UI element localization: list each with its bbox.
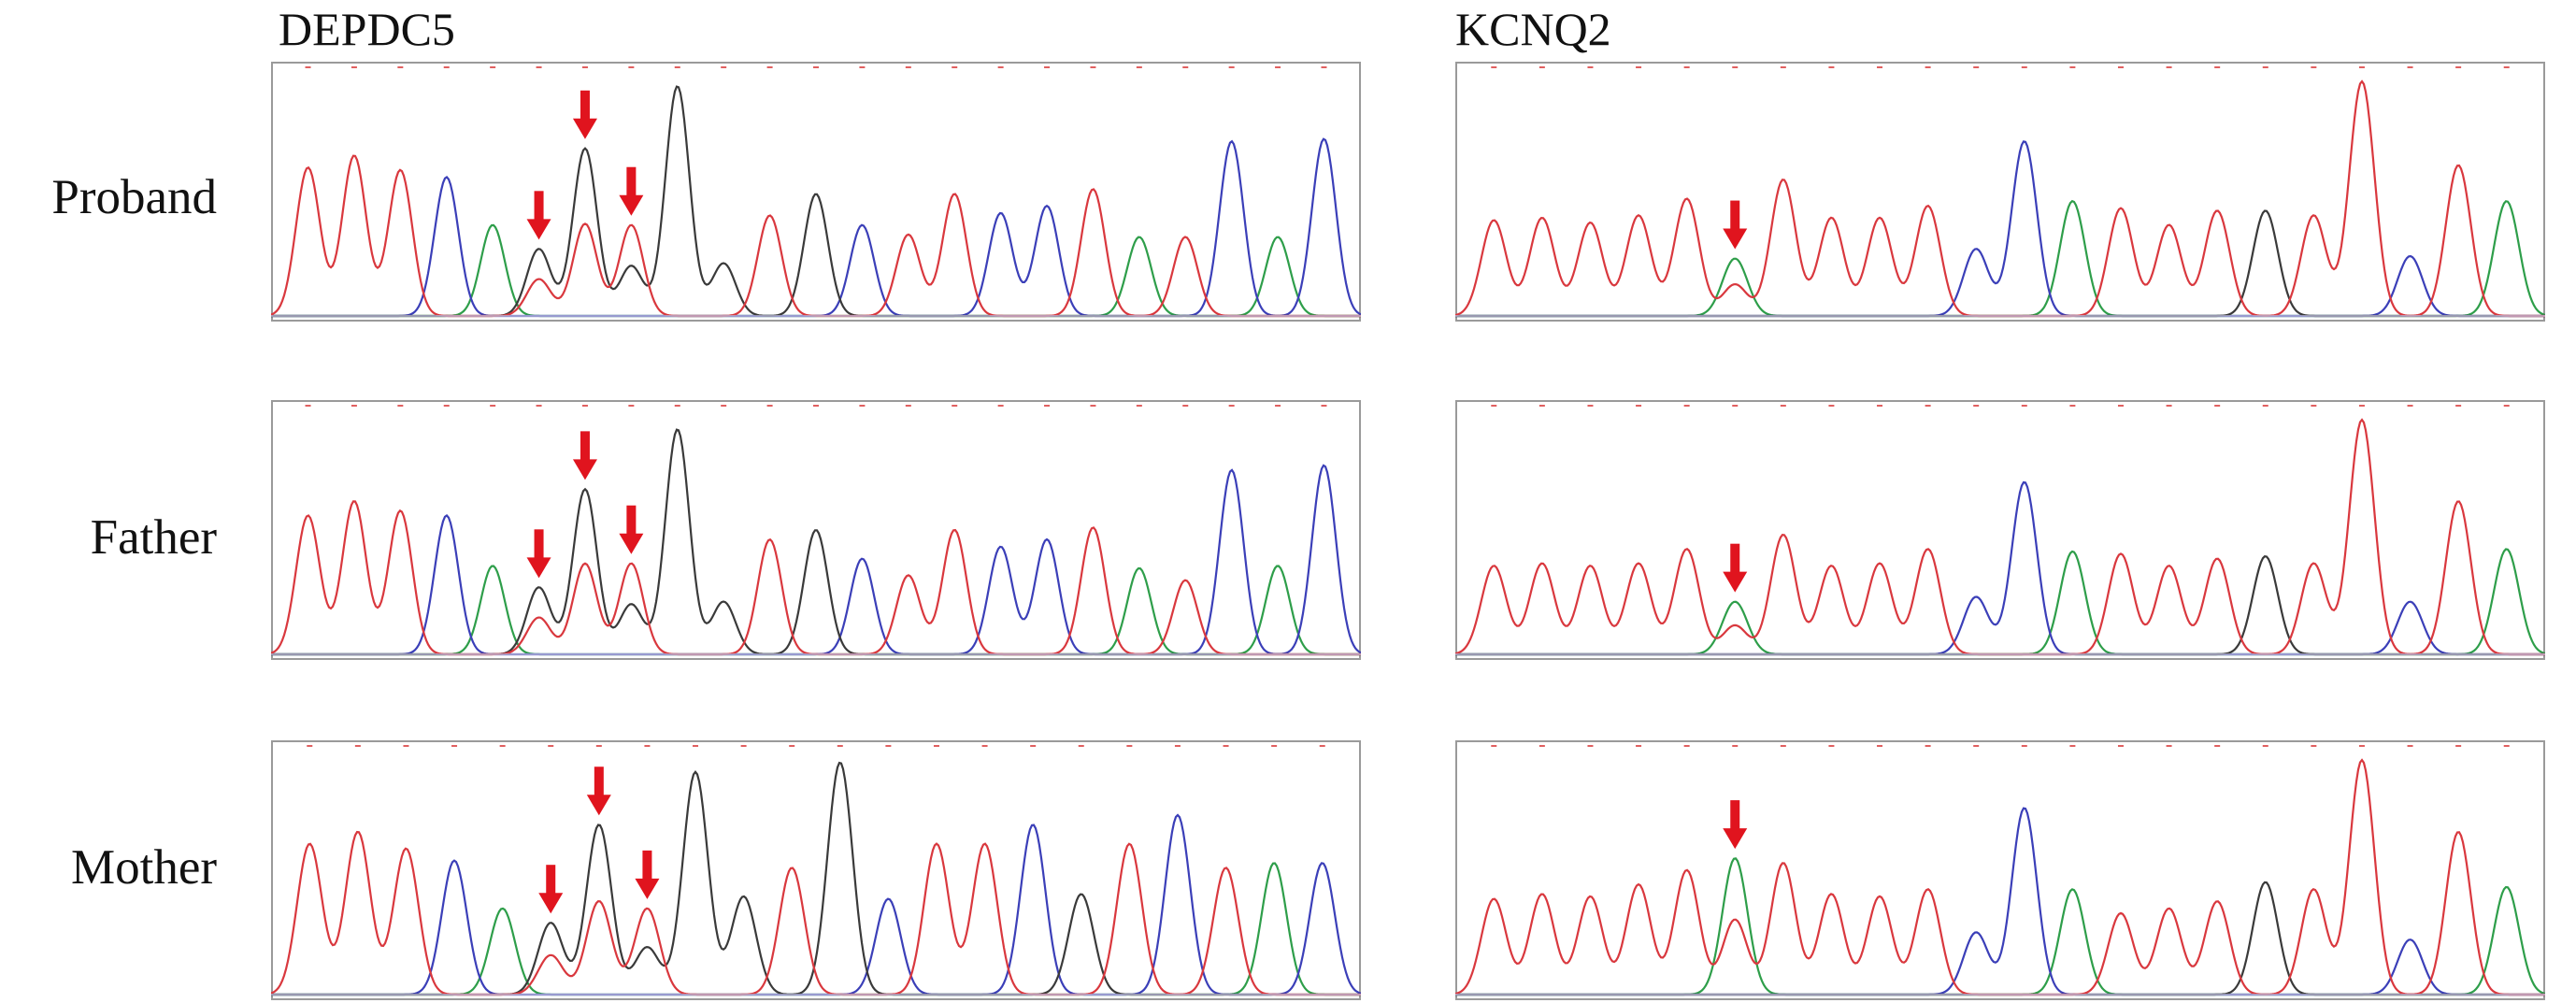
variant-arrow-icon (1723, 200, 1748, 250)
trace-c (271, 137, 1361, 318)
chromatogram-kcnq2-father (1455, 400, 2545, 660)
trace-c (1455, 480, 2545, 656)
variant-arrow-icon (619, 505, 644, 554)
chromatogram-frame (1455, 740, 2545, 1000)
row-label-mother: Mother (70, 840, 217, 895)
row-label-proband: Proband (51, 170, 217, 224)
trace-t (271, 500, 1361, 656)
trace-c (271, 813, 1361, 996)
row-label-father: Father (90, 510, 217, 565)
chromatogram-depdc5-father (271, 400, 1361, 660)
trace-c (1455, 807, 2545, 996)
trace-g (1455, 555, 2545, 656)
trace-g (271, 428, 1361, 656)
variant-arrow-icon (586, 767, 611, 816)
trace-g (1455, 881, 2545, 996)
chromatogram-frame (271, 400, 1361, 660)
chromatogram-frame (1455, 400, 2545, 660)
chromatogram-depdc5-mother (271, 740, 1361, 1000)
chromatogram-kcnq2-proband (1455, 62, 2545, 322)
variant-arrow-icon (1723, 543, 1748, 593)
variant-arrow-icon (526, 191, 551, 240)
chromatogram-frame (271, 740, 1361, 1000)
variant-arrow-icon (526, 529, 551, 579)
col-title-depdc5: DEPDC5 (279, 3, 455, 55)
col-title-kcnq2: KCNQ2 (1455, 3, 1611, 55)
variant-arrow-icon (1723, 800, 1748, 850)
trace-a (1455, 199, 2545, 318)
chromatogram-frame (271, 62, 1361, 322)
trace-g (1455, 209, 2545, 318)
trace-c (271, 464, 1361, 656)
variant-arrow-icon (619, 166, 644, 216)
trace-t (271, 830, 1361, 996)
variant-arrow-icon (635, 850, 660, 899)
variant-arrow-icon (572, 90, 597, 139)
variant-arrow-icon (538, 865, 564, 914)
trace-c (1455, 140, 2545, 318)
trace-a (1455, 548, 2545, 656)
chromatogram-frame (1455, 62, 2545, 322)
trace-t (1455, 758, 2545, 996)
variant-arrow-icon (572, 431, 597, 480)
chromatogram-kcnq2-mother (1455, 740, 2545, 1000)
trace-g (271, 85, 1361, 318)
trace-t (1455, 79, 2545, 318)
chromatogram-depdc5-proband (271, 62, 1361, 322)
